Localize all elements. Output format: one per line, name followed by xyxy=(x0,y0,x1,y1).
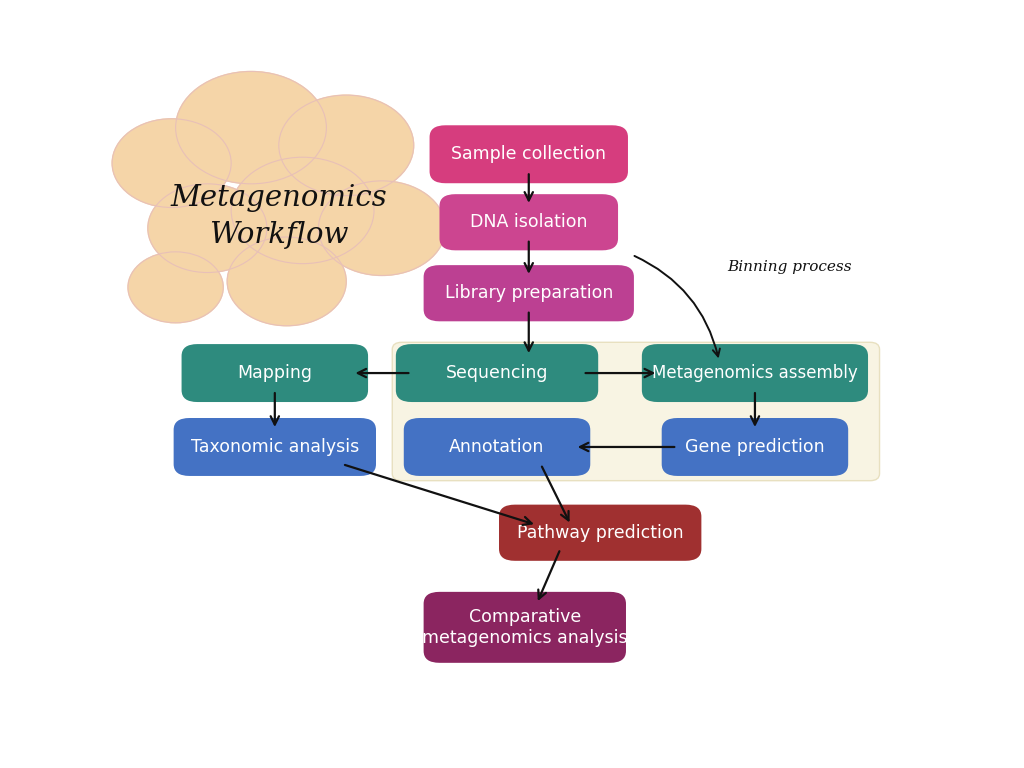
Text: DNA isolation: DNA isolation xyxy=(470,214,588,231)
Circle shape xyxy=(113,119,231,207)
Text: Sequencing: Sequencing xyxy=(445,364,548,382)
FancyBboxPatch shape xyxy=(392,343,880,481)
Text: Metagenomics
Workflow: Metagenomics Workflow xyxy=(170,184,387,249)
Text: Gene prediction: Gene prediction xyxy=(685,438,824,456)
Circle shape xyxy=(231,157,374,263)
FancyBboxPatch shape xyxy=(662,418,848,476)
Circle shape xyxy=(128,252,223,323)
FancyBboxPatch shape xyxy=(430,125,628,184)
Circle shape xyxy=(147,184,267,273)
Text: Annotation: Annotation xyxy=(450,438,545,456)
FancyBboxPatch shape xyxy=(439,194,618,250)
FancyBboxPatch shape xyxy=(642,344,868,402)
Text: Mapping: Mapping xyxy=(238,364,312,382)
Text: Comparative
metagenomics analysis: Comparative metagenomics analysis xyxy=(422,607,628,647)
FancyBboxPatch shape xyxy=(403,418,590,476)
Text: Sample collection: Sample collection xyxy=(452,145,606,164)
Text: Pathway prediction: Pathway prediction xyxy=(517,524,683,541)
FancyBboxPatch shape xyxy=(174,418,376,476)
Text: Metagenomics assembly: Metagenomics assembly xyxy=(652,364,858,382)
FancyBboxPatch shape xyxy=(424,592,626,663)
FancyBboxPatch shape xyxy=(181,344,368,402)
Circle shape xyxy=(318,180,445,276)
Text: Library preparation: Library preparation xyxy=(444,284,613,303)
Text: Binning process: Binning process xyxy=(727,260,852,273)
FancyBboxPatch shape xyxy=(424,265,634,321)
Circle shape xyxy=(176,71,327,184)
Circle shape xyxy=(279,95,414,196)
FancyBboxPatch shape xyxy=(499,505,701,561)
FancyBboxPatch shape xyxy=(396,344,598,402)
Circle shape xyxy=(227,237,346,326)
Text: Taxonomic analysis: Taxonomic analysis xyxy=(190,438,359,456)
